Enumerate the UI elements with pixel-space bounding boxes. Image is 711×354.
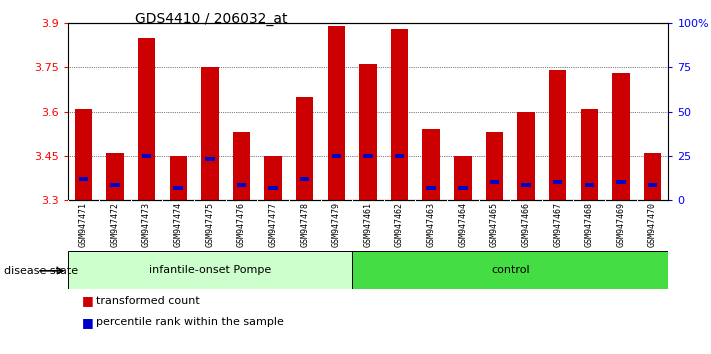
Text: GSM947468: GSM947468 <box>584 202 594 247</box>
Bar <box>296 97 314 200</box>
Text: GSM947462: GSM947462 <box>395 202 404 247</box>
Text: GDS4410 / 206032_at: GDS4410 / 206032_at <box>135 12 287 27</box>
Text: ■: ■ <box>82 316 94 329</box>
Bar <box>521 183 531 187</box>
Bar <box>648 183 657 187</box>
Text: ■: ■ <box>82 295 94 307</box>
Bar <box>553 181 562 184</box>
Bar <box>75 109 92 200</box>
Bar <box>68 251 352 289</box>
Text: transformed count: transformed count <box>96 296 200 306</box>
Text: GSM947469: GSM947469 <box>616 202 626 247</box>
Bar <box>110 183 119 187</box>
Bar <box>264 156 282 200</box>
Bar <box>106 153 124 200</box>
Bar <box>490 181 499 184</box>
Text: GSM947470: GSM947470 <box>648 202 657 247</box>
Bar <box>422 129 440 200</box>
Bar <box>581 109 598 200</box>
Text: GSM947463: GSM947463 <box>427 202 436 247</box>
Bar <box>141 154 151 158</box>
Text: GSM947473: GSM947473 <box>142 202 151 247</box>
Text: GSM947464: GSM947464 <box>459 202 467 247</box>
Bar <box>232 132 250 200</box>
Bar <box>173 186 183 190</box>
Text: GSM947472: GSM947472 <box>110 202 119 247</box>
Bar <box>169 156 187 200</box>
Text: GSM947475: GSM947475 <box>205 202 214 247</box>
Text: GSM947474: GSM947474 <box>173 202 183 247</box>
Bar <box>458 186 468 190</box>
Bar <box>79 177 88 181</box>
Bar <box>331 154 341 158</box>
Text: GSM947477: GSM947477 <box>269 202 277 247</box>
Text: disease state: disease state <box>4 266 77 276</box>
Text: GSM947466: GSM947466 <box>522 202 530 247</box>
Text: GSM947461: GSM947461 <box>363 202 373 247</box>
Bar <box>138 38 155 200</box>
Bar <box>395 154 405 158</box>
Text: GSM947479: GSM947479 <box>332 202 341 247</box>
Bar <box>612 73 630 200</box>
Bar <box>300 177 309 181</box>
Text: GSM947465: GSM947465 <box>490 202 499 247</box>
Bar <box>268 186 278 190</box>
Bar <box>352 251 668 289</box>
Bar <box>391 29 408 200</box>
Bar <box>584 183 594 187</box>
Bar <box>427 186 436 190</box>
Text: percentile rank within the sample: percentile rank within the sample <box>96 317 284 327</box>
Text: control: control <box>491 265 530 275</box>
Bar <box>205 157 215 161</box>
Bar <box>237 183 246 187</box>
Text: GSM947476: GSM947476 <box>237 202 246 247</box>
Text: GSM947471: GSM947471 <box>79 202 88 247</box>
Bar <box>549 70 567 200</box>
Bar <box>644 153 661 200</box>
Bar <box>359 64 377 200</box>
Bar <box>454 156 471 200</box>
Bar <box>363 154 373 158</box>
Bar <box>616 181 626 184</box>
Text: infantile-onset Pompe: infantile-onset Pompe <box>149 265 271 275</box>
Bar <box>486 132 503 200</box>
Bar <box>518 112 535 200</box>
Bar <box>201 67 218 200</box>
Text: GSM947478: GSM947478 <box>300 202 309 247</box>
Text: GSM947467: GSM947467 <box>553 202 562 247</box>
Bar <box>328 26 345 200</box>
